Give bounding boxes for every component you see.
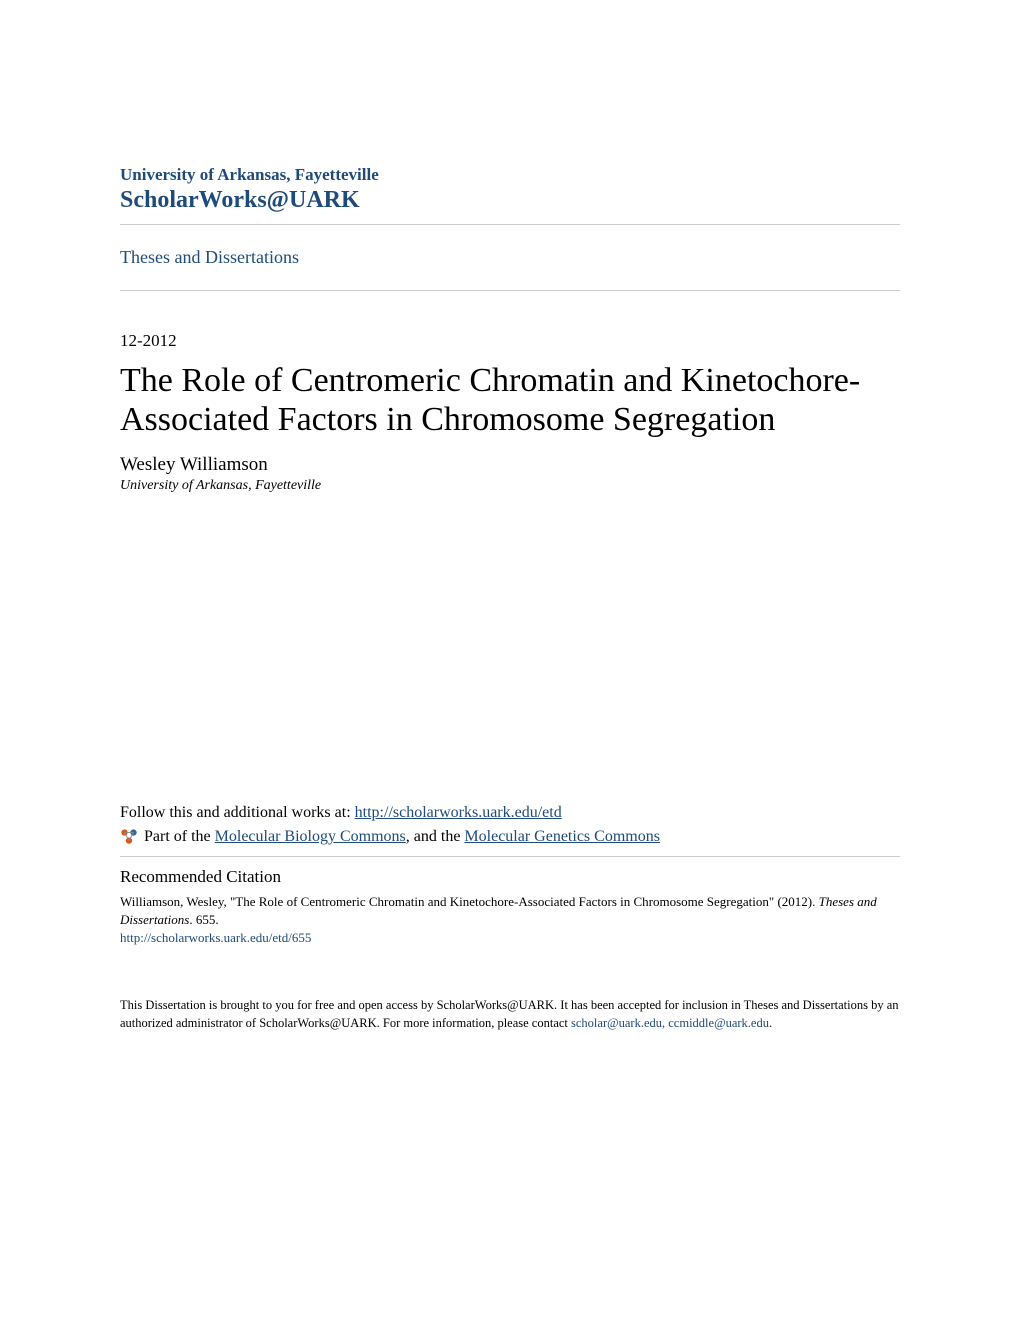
part-of-prefix: Part of the [144, 828, 215, 845]
document-title: The Role of Centromeric Chromatin and Ki… [120, 361, 900, 439]
document-date: 12-2012 [120, 331, 900, 351]
part-of-text: Part of the Molecular Biology Commons, a… [144, 828, 660, 846]
part-of-mid: , and the [406, 828, 465, 845]
author-name: Wesley Williamson [120, 454, 900, 476]
citation-url[interactable]: http://scholarworks.uark.edu/etd/655 [120, 930, 900, 946]
collection-link[interactable]: Theses and Dissertations [120, 235, 900, 280]
repository-name[interactable]: ScholarWorks@UARK [120, 187, 900, 214]
citation-prefix: Williamson, Wesley, "The Role of Centrom… [120, 894, 819, 909]
citation-heading: Recommended Citation [120, 867, 900, 887]
footer-emails[interactable]: scholar@uark.edu, ccmiddle@uark.edu [571, 1016, 769, 1030]
part-of-line: Part of the Molecular Biology Commons, a… [120, 828, 900, 846]
header-section: University of Arkansas, Fayetteville Sch… [120, 165, 900, 214]
footer-text: This Dissertation is brought to you for … [120, 996, 900, 1034]
citation-suffix: . 655. [189, 912, 218, 927]
commons-link-2[interactable]: Molecular Genetics Commons [464, 828, 660, 845]
follow-text: Follow this and additional works at: htt… [120, 804, 900, 822]
network-icon [120, 828, 138, 846]
follow-url-link[interactable]: http://scholarworks.uark.edu/etd [355, 804, 562, 821]
follow-prefix: Follow this and additional works at: [120, 804, 355, 821]
spacer [120, 494, 900, 804]
citation-section: Recommended Citation Williamson, Wesley,… [120, 867, 900, 945]
divider-top [120, 224, 900, 225]
author-affiliation: University of Arkansas, Fayetteville [120, 478, 900, 494]
institution-name: University of Arkansas, Fayetteville [120, 165, 900, 185]
commons-link-1[interactable]: Molecular Biology Commons [215, 828, 406, 845]
footer-prefix: This Dissertation is brought to you for … [120, 998, 899, 1031]
divider-mid [120, 290, 900, 291]
divider-citation [120, 856, 900, 857]
footer-suffix: . [769, 1016, 772, 1030]
citation-text: Williamson, Wesley, "The Role of Centrom… [120, 893, 900, 929]
